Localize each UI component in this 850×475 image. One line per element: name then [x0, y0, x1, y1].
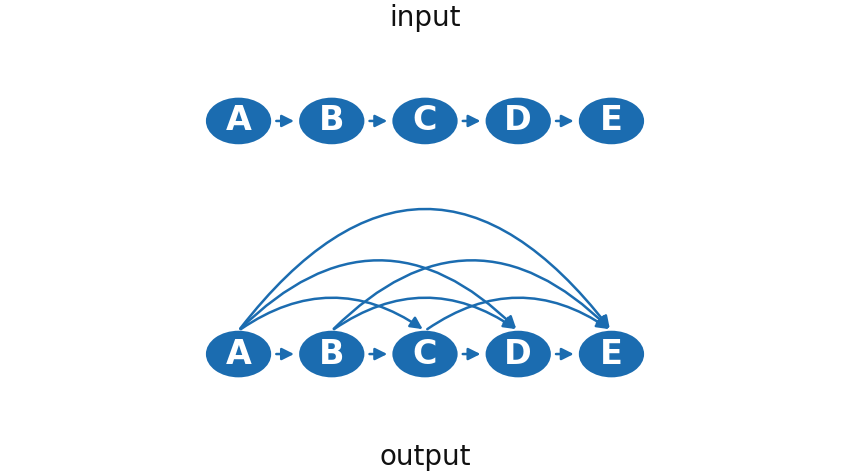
Text: A: A — [225, 104, 252, 137]
FancyArrowPatch shape — [241, 298, 421, 329]
Text: A: A — [225, 338, 252, 370]
Ellipse shape — [299, 98, 365, 144]
FancyArrowPatch shape — [334, 298, 513, 329]
Text: D: D — [504, 104, 532, 137]
Text: C: C — [413, 104, 437, 137]
Text: E: E — [600, 104, 623, 137]
FancyArrowPatch shape — [241, 260, 514, 329]
Ellipse shape — [393, 331, 457, 377]
Ellipse shape — [206, 98, 271, 144]
Text: B: B — [319, 104, 344, 137]
Ellipse shape — [299, 331, 365, 377]
Ellipse shape — [579, 331, 644, 377]
Text: C: C — [413, 338, 437, 370]
Text: input: input — [389, 4, 461, 32]
Text: B: B — [319, 338, 344, 370]
Text: E: E — [600, 338, 623, 370]
Ellipse shape — [485, 98, 551, 144]
FancyArrowPatch shape — [334, 260, 608, 329]
Ellipse shape — [206, 331, 271, 377]
Text: output: output — [379, 443, 471, 471]
Ellipse shape — [579, 98, 644, 144]
Ellipse shape — [485, 331, 551, 377]
Text: D: D — [504, 338, 532, 370]
FancyArrowPatch shape — [428, 298, 607, 329]
FancyArrowPatch shape — [241, 209, 608, 329]
Ellipse shape — [393, 98, 457, 144]
